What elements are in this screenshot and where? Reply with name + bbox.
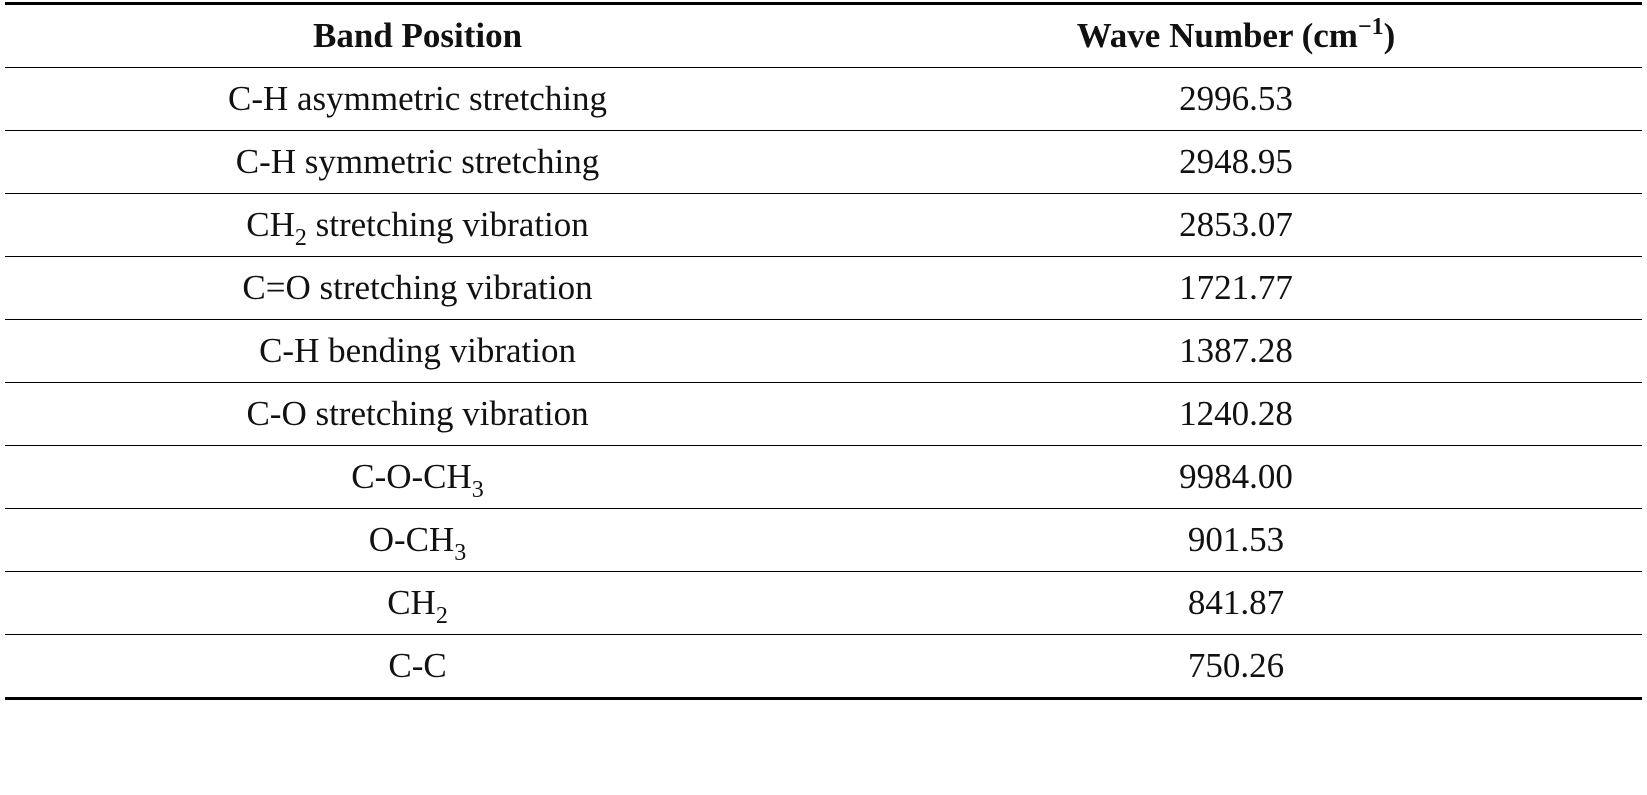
table-row: CH2 841.87 [5,572,1642,635]
band-name-text: C-O-CH [351,457,472,496]
table-row: C-C 750.26 [5,635,1642,699]
band-position-cell: CH2 stretching vibration [5,194,830,257]
band-name-subscript: 2 [435,603,448,629]
band-position-cell: C-H asymmetric stretching [5,68,830,131]
wave-number-cell: 2853.07 [1179,205,1293,244]
wave-number-cell: 2948.95 [1179,142,1293,181]
table-row: C-O-CH3 9984.00 [5,446,1642,509]
header-wave-number-suffix: ) [1383,16,1396,55]
header-wave-number-exponent: −1 [1357,14,1384,40]
band-name-subscript: 3 [471,477,484,503]
wave-number-cell: 1240.28 [1179,394,1293,433]
band-name-text: C-C [388,646,447,685]
table-row: C-O stretching vibration 1240.28 [5,383,1642,446]
band-name-text: C=O stretching vibration [242,268,593,307]
wave-number-cell: 9984.00 [1179,457,1293,496]
header-wave-number: Wave Number (cm−1) [830,4,1642,68]
band-name-text: C-H symmetric stretching [235,142,600,181]
wave-number-cell: 841.87 [1187,583,1285,622]
header-wave-number-prefix: Wave Number (cm [1076,16,1358,55]
table-row: C-H symmetric stretching 2948.95 [5,131,1642,194]
band-name-text: CH [387,583,436,622]
band-name-suffix: stretching vibration [306,205,589,244]
band-position-cell: O-CH3 [5,509,830,572]
table-row: CH2 stretching vibration 2853.07 [5,194,1642,257]
band-name-text: C-H asymmetric stretching [227,79,608,118]
wave-number-cell: 2996.53 [1179,79,1293,118]
wave-number-cell: 750.26 [1187,646,1285,685]
table-row: C-H bending vibration 1387.28 [5,320,1642,383]
wave-number-cell: 1387.28 [1179,331,1293,370]
table-body: C-H asymmetric stretching 2996.53 C-H symm… [5,68,1642,699]
wave-number-cell: 901.53 [1187,520,1285,559]
band-position-cell: C-C [5,635,830,699]
band-name-text: C-H bending vibration [259,331,576,370]
header-band-position: Band Position [312,16,523,55]
band-table-container: Band Position Wave Number (cm−1) C-H asy… [5,2,1642,700]
band-name-text: CH [246,205,295,244]
band-position-cell: C-H bending vibration [5,320,830,383]
band-position-table: Band Position Wave Number (cm−1) C-H asy… [5,2,1642,700]
band-position-cell: C-O-CH3 [5,446,830,509]
wave-number-cell: 1721.77 [1179,268,1293,307]
table-row: C-H asymmetric stretching 2996.53 [5,68,1642,131]
band-position-cell: C-O stretching vibration [5,383,830,446]
band-position-cell: C-H symmetric stretching [5,131,830,194]
band-position-cell: CH2 [5,572,830,635]
band-position-cell: C=O stretching vibration [5,257,830,320]
band-name-subscript: 2 [294,225,307,251]
band-name-text: O-CH [368,520,455,559]
table-header-row: Band Position Wave Number (cm−1) [5,3,1642,68]
band-name-subscript: 3 [454,540,467,566]
table-row: C=O stretching vibration 1721.77 [5,257,1642,320]
table-row: O-CH3 901.53 [5,509,1642,572]
band-name-text: C-O stretching vibration [246,394,589,433]
